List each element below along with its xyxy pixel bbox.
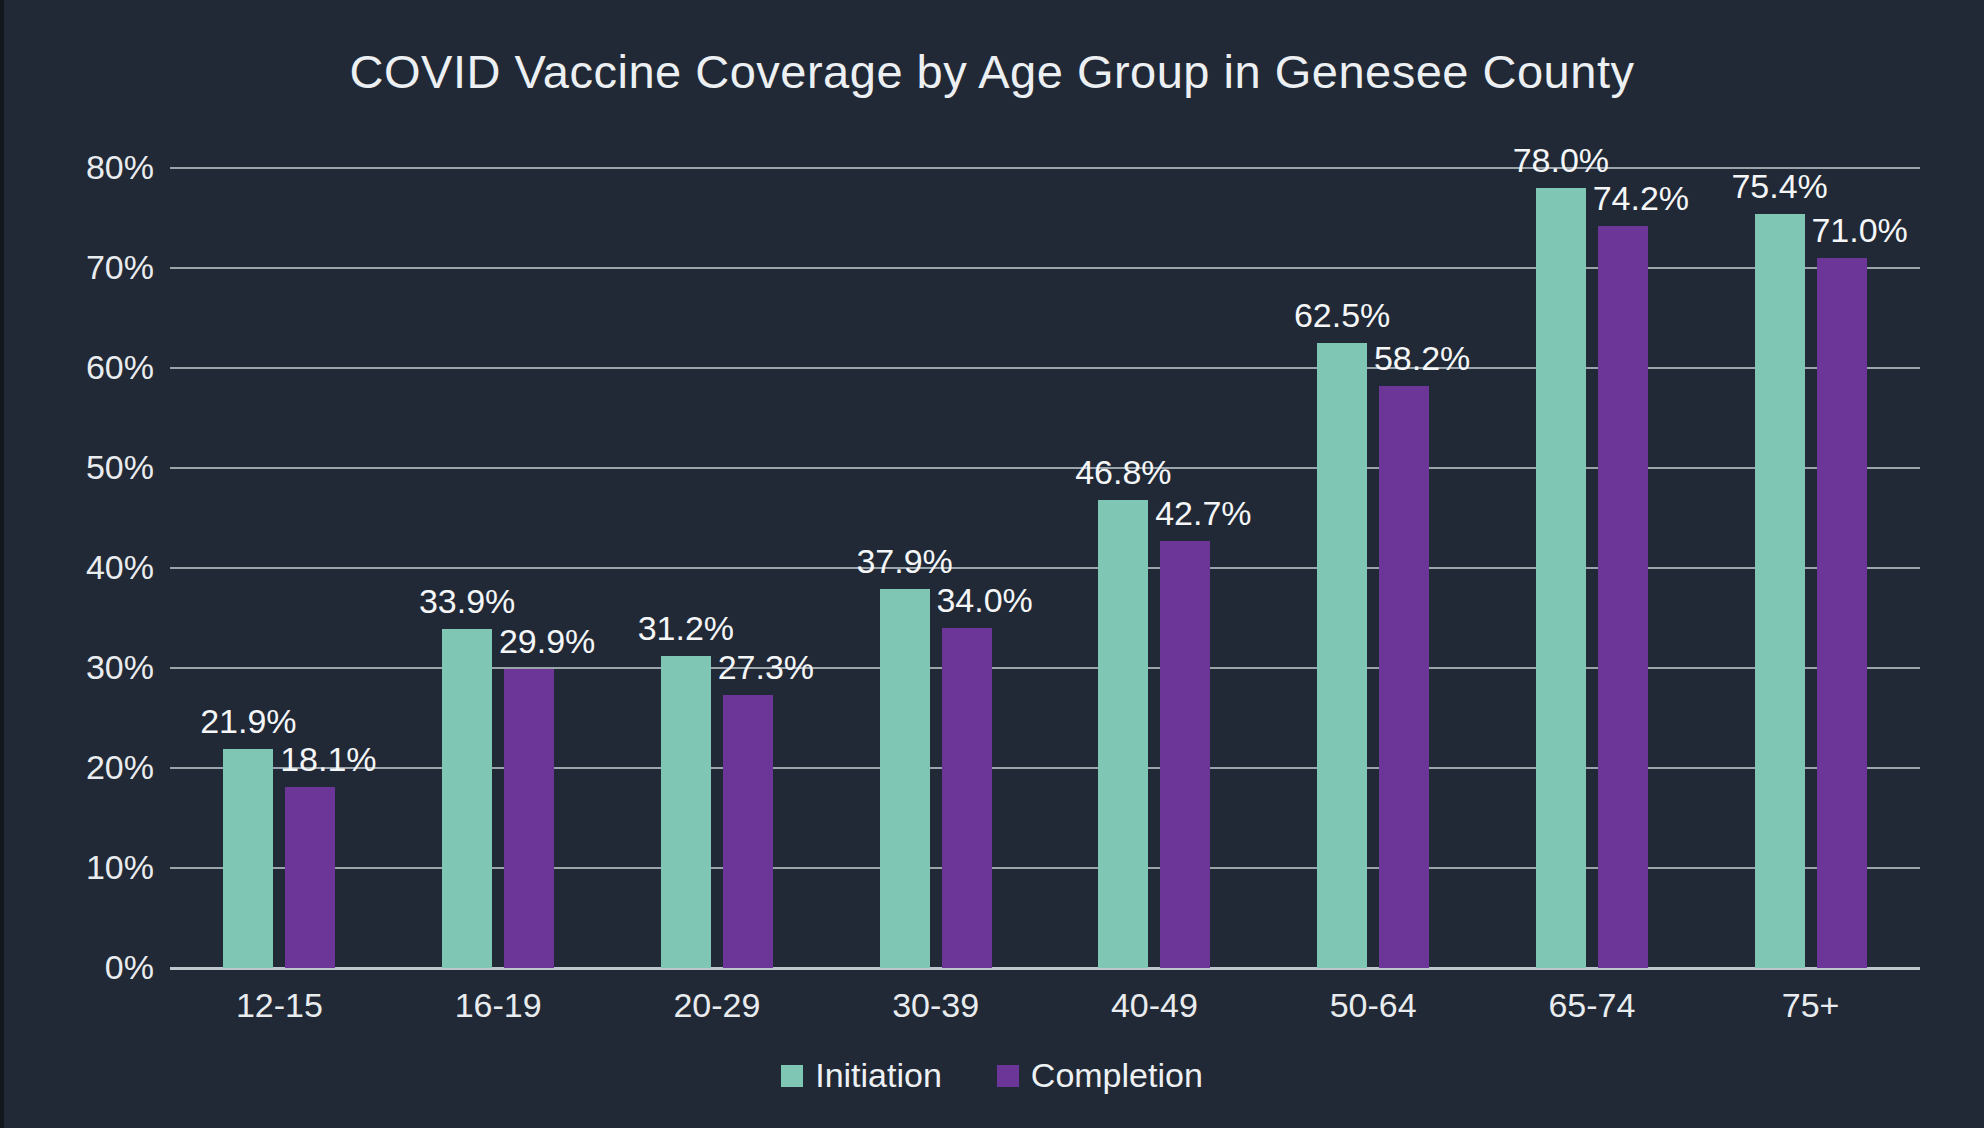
y-axis-label: 10% <box>4 847 154 887</box>
x-axis-label: 20-29 <box>608 986 827 1025</box>
completion-value-label: 29.9% <box>499 622 595 661</box>
completion-value-label: 34.0% <box>936 581 1032 620</box>
legend-swatch-icon <box>997 1065 1019 1087</box>
bar-group: 78.0%74.2%65-74 <box>1483 168 1702 968</box>
initiation-value-label: 78.0% <box>1513 141 1609 180</box>
initiation-value-label: 31.2% <box>638 609 734 648</box>
x-axis-label: 65-74 <box>1483 986 1702 1025</box>
y-axis-label: 20% <box>4 747 154 787</box>
completion-bar <box>504 669 554 968</box>
completion-bar <box>1598 226 1648 968</box>
bar-group: 31.2%27.3%20-29 <box>608 168 827 968</box>
completion-bar <box>723 695 773 968</box>
initiation-value-label: 62.5% <box>1294 296 1390 335</box>
initiation-value-label: 75.4% <box>1731 167 1827 206</box>
completion-bar <box>285 787 335 968</box>
chart-title: COVID Vaccine Coverage by Age Group in G… <box>0 44 1984 99</box>
initiation-value-label: 21.9% <box>200 702 296 741</box>
legend-item-initiation: Initiation <box>781 1056 942 1095</box>
bar-group: 75.4%71.0%75+ <box>1701 168 1920 968</box>
completion-value-label: 27.3% <box>718 648 814 687</box>
legend: Initiation Completion <box>0 1056 1984 1095</box>
x-axis-label: 40-49 <box>1045 986 1264 1025</box>
initiation-bar <box>223 749 273 968</box>
completion-bar <box>1817 258 1867 968</box>
x-axis-label: 12-15 <box>170 986 389 1025</box>
initiation-bar <box>1317 343 1367 968</box>
initiation-bar <box>661 656 711 968</box>
initiation-value-label: 37.9% <box>856 542 952 581</box>
initiation-bar <box>1536 188 1586 968</box>
bar-group: 37.9%34.0%30-39 <box>826 168 1045 968</box>
y-axis-label: 70% <box>4 247 154 287</box>
x-axis-label: 50-64 <box>1264 986 1483 1025</box>
initiation-bar <box>1755 214 1805 968</box>
y-axis-label: 0% <box>4 947 154 987</box>
completion-bar <box>942 628 992 968</box>
initiation-value-label: 46.8% <box>1075 453 1171 492</box>
initiation-bar <box>880 589 930 968</box>
x-axis-label: 30-39 <box>826 986 1045 1025</box>
plot-area: 0%10%20%30%40%50%60%70%80%21.9%18.1%12-1… <box>170 168 1920 968</box>
initiation-bar <box>442 629 492 968</box>
x-axis-label: 16-19 <box>389 986 608 1025</box>
legend-label: Completion <box>1031 1056 1203 1095</box>
y-axis-label: 60% <box>4 347 154 387</box>
legend-item-completion: Completion <box>997 1056 1203 1095</box>
y-axis-label: 80% <box>4 147 154 187</box>
x-axis-label: 75+ <box>1701 986 1920 1025</box>
y-axis-label: 40% <box>4 547 154 587</box>
y-axis-label: 50% <box>4 447 154 487</box>
chart-canvas: COVID Vaccine Coverage by Age Group in G… <box>0 0 1984 1128</box>
legend-label: Initiation <box>815 1056 942 1095</box>
y-axis-label: 30% <box>4 647 154 687</box>
legend-swatch-icon <box>781 1065 803 1087</box>
bar-group: 46.8%42.7%40-49 <box>1045 168 1264 968</box>
completion-bar <box>1379 386 1429 968</box>
completion-value-label: 18.1% <box>280 740 376 779</box>
completion-bar <box>1160 541 1210 968</box>
initiation-value-label: 33.9% <box>419 582 515 621</box>
bar-group: 21.9%18.1%12-15 <box>170 168 389 968</box>
completion-value-label: 74.2% <box>1593 179 1689 218</box>
initiation-bar <box>1098 500 1148 968</box>
completion-value-label: 42.7% <box>1155 494 1251 533</box>
completion-value-label: 71.0% <box>1811 211 1907 250</box>
completion-value-label: 58.2% <box>1374 339 1470 378</box>
bar-group: 62.5%58.2%50-64 <box>1264 168 1483 968</box>
bar-group: 33.9%29.9%16-19 <box>389 168 608 968</box>
